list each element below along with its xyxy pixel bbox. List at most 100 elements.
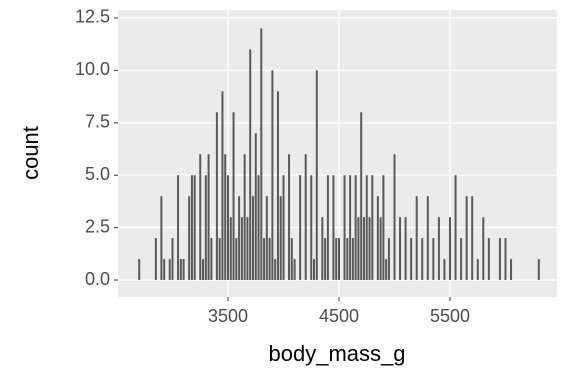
x-tick-label: 5500: [430, 306, 470, 326]
bar: [229, 217, 232, 281]
bar: [271, 70, 274, 281]
bar: [263, 238, 266, 281]
bar: [335, 238, 338, 281]
bar: [443, 259, 446, 281]
bar: [138, 259, 141, 281]
bar: [426, 196, 429, 281]
x-axis-title: body_mass_g: [269, 341, 406, 366]
bar: [354, 175, 357, 281]
y-axis-title: count: [18, 126, 43, 180]
y-tick-label: 12.5: [75, 7, 110, 27]
bar: [249, 49, 252, 281]
bar: [421, 238, 424, 281]
bar: [504, 238, 507, 281]
bar: [332, 175, 335, 281]
bar: [357, 217, 360, 281]
bar: [310, 175, 313, 281]
bar: [465, 196, 468, 281]
bar: [454, 175, 457, 281]
bar: [193, 175, 196, 281]
bar: [168, 259, 171, 281]
bar: [177, 175, 180, 281]
y-tick-label: 5.0: [85, 164, 110, 184]
bar: [351, 238, 354, 281]
bar: [215, 112, 218, 281]
bar: [154, 238, 157, 281]
bar: [326, 175, 329, 281]
bar: [290, 238, 293, 281]
bar: [182, 259, 185, 281]
bar: [448, 217, 451, 281]
bar: [254, 133, 257, 281]
bar: [171, 238, 174, 281]
bar: [199, 154, 202, 281]
x-tick-label: 3500: [208, 306, 248, 326]
bar: [246, 217, 249, 281]
y-tick-label: 2.5: [85, 216, 110, 236]
bar: [432, 238, 435, 281]
bar: [471, 196, 474, 281]
bar: [202, 259, 205, 281]
bar: [204, 175, 207, 281]
bar: [498, 238, 501, 281]
bar: [160, 196, 163, 281]
bar: [299, 175, 302, 281]
bar: [487, 238, 490, 281]
bar: [415, 196, 418, 281]
bar: [360, 112, 363, 281]
bar: [315, 70, 318, 281]
bar: [313, 259, 316, 281]
panel: [118, 10, 557, 297]
bar: [243, 154, 246, 281]
y-tick-label: 7.5: [85, 112, 110, 132]
bar: [460, 238, 463, 281]
bar: [207, 154, 210, 281]
bar: [251, 196, 254, 281]
bar: [190, 175, 193, 281]
bar: [476, 259, 479, 281]
bar: [304, 154, 307, 281]
bar: [218, 238, 221, 281]
bar: [387, 238, 390, 281]
bar: [282, 175, 285, 281]
bar: [410, 238, 413, 281]
bar: [260, 28, 263, 281]
bar: [224, 154, 227, 281]
bar: [349, 175, 352, 281]
bar: [163, 259, 166, 281]
bar: [235, 238, 238, 281]
bar: [365, 175, 368, 281]
bar: [232, 112, 235, 281]
bar: [221, 91, 224, 281]
bar: [274, 259, 277, 281]
bar: [288, 154, 291, 281]
y-tick-label: 0.0: [85, 269, 110, 289]
bar: [257, 175, 260, 281]
bar: [537, 259, 540, 281]
bar: [343, 175, 346, 281]
bar: [321, 217, 324, 281]
bar: [346, 238, 349, 281]
bar: [482, 217, 485, 281]
bar: [379, 217, 382, 281]
bar: [337, 238, 340, 281]
bar: [279, 196, 282, 281]
bar: [382, 175, 385, 281]
bar: [240, 217, 243, 281]
bar: [293, 259, 296, 281]
bar: [238, 196, 241, 281]
bar: [404, 217, 407, 281]
bar: [376, 196, 379, 281]
bar: [188, 196, 191, 281]
bar: [210, 238, 213, 281]
bar: [510, 259, 513, 281]
y-tick-label: 10.0: [75, 59, 110, 79]
bar: [179, 259, 182, 281]
bar: [393, 154, 396, 281]
bar: [276, 91, 279, 281]
bar: [399, 217, 402, 281]
bar: [362, 217, 365, 281]
bar: [324, 238, 327, 281]
